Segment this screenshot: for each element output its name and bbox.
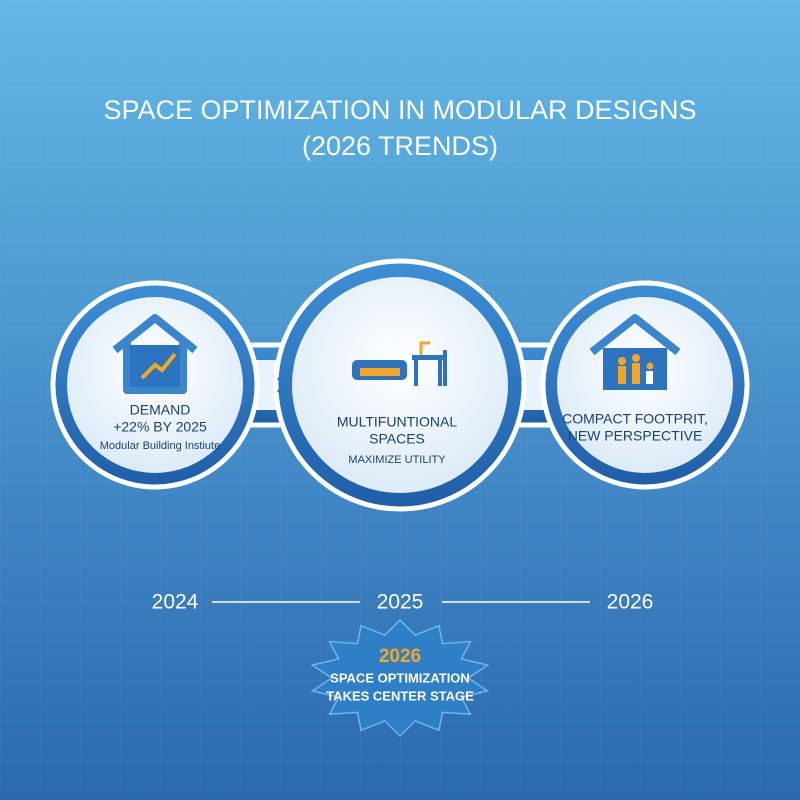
- stage-text: NEW PERSPECTIVE: [568, 428, 703, 444]
- callout-text: SPACE OPTIMIZATION: [330, 670, 470, 685]
- callout-burst: [310, 618, 490, 738]
- stage-text: +22% BY 2025: [113, 419, 207, 435]
- trend-arrow: [140, 352, 177, 380]
- stage-text: COMPACT FOOTPRIT,: [562, 411, 708, 427]
- stage-note: MAXIMIZE UTILITY: [348, 454, 446, 466]
- house-icon: [589, 314, 681, 356]
- chevron: [276, 376, 288, 394]
- furniture-icon: [352, 341, 447, 386]
- stage-text: MULTIFUNTIONAL: [337, 414, 458, 430]
- timeline: 2024 2025 2026: [152, 591, 654, 614]
- stage-text: DEMAND: [130, 402, 191, 418]
- stage-right: COMPACT FOOTPRIT, NEW PERSPECTIVE: [540, 280, 750, 490]
- chevron: [511, 376, 523, 394]
- timeline-year: 2025: [377, 591, 424, 614]
- stage-text: SPACES: [369, 431, 425, 447]
- stage-left: DEMAND +22% BY 2025 Modular Building Ins…: [50, 280, 260, 490]
- timeline-year: 2026: [607, 591, 654, 614]
- stage-note: Modular Building Instiute: [100, 440, 220, 452]
- callout-year: 2026: [379, 646, 421, 667]
- timeline-year: 2024: [152, 591, 199, 614]
- title: SPACE OPTIMIZATION IN MODULAR DESIGNS: [103, 95, 696, 125]
- disc: [292, 277, 508, 493]
- callout-text: TAKES CENTER STAGE: [326, 688, 474, 703]
- stage-middle: MULTIFUNTIONAL SPACES MAXIMIZE UTILITY: [273, 258, 527, 512]
- subtitle: (2026 TRENDS): [302, 131, 498, 161]
- house-icon: [112, 314, 198, 394]
- family-icon: [618, 354, 654, 384]
